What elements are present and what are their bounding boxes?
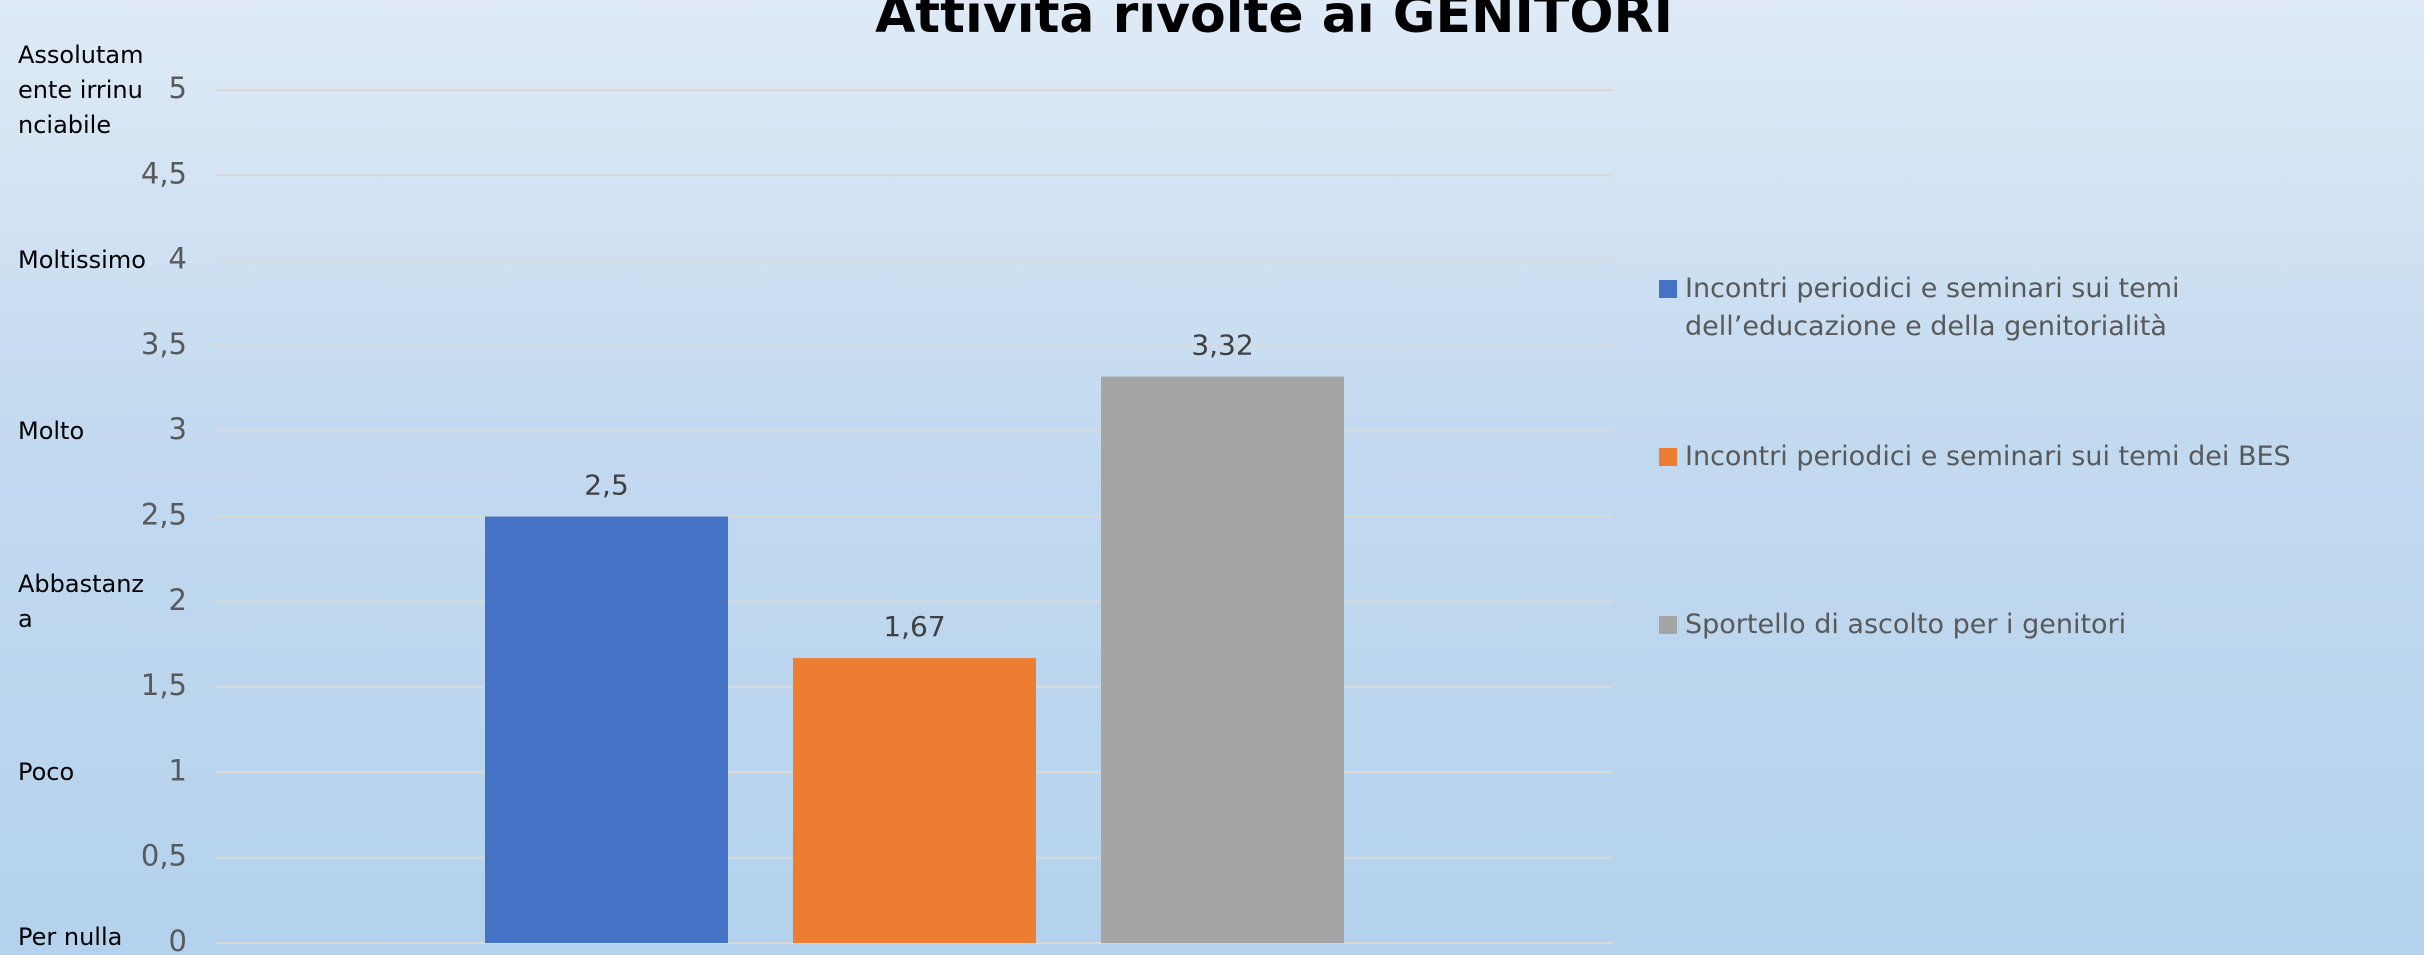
scale-label: Poco [18,757,75,786]
y-tick-label: 4 [169,242,187,276]
y-tick-label: 2 [169,583,187,617]
bar [485,516,728,943]
legend-swatch [1659,616,1677,634]
legend-item: Incontri periodici e seminari sui temi d… [1659,438,2399,476]
legend-swatch [1659,280,1677,298]
legend-swatch [1659,448,1677,466]
legend-label: Incontri periodici e seminari sui temi d… [1685,273,2180,342]
data-label: 3,32 [1191,329,1253,362]
y-tick-label: 0 [169,924,187,955]
scale-label: Molto [18,416,85,445]
scale-label: Moltissimo [18,246,146,275]
y-tick-label: 0,5 [141,839,187,873]
data-label: 1,67 [883,610,945,643]
y-tick-label: 5 [169,71,187,105]
y-tick-label: 3,5 [141,327,187,361]
y-tick-label: 4,5 [141,156,187,190]
y-tick-label: 3 [169,412,187,446]
y-tick-label: 2,5 [141,498,187,532]
data-label: 2,5 [584,469,629,502]
chart-title: Attività rivolte ai GENITORI [875,0,1673,45]
legend-label: Sportello di ascolto per i genitori [1685,609,2127,640]
scale-label: Per nulla [18,923,123,951]
legend-item: Sportello di ascolto per i genitori [1659,606,2399,644]
y-tick-label: 1 [169,753,187,787]
bar [793,658,1036,943]
legend-item: Incontri periodici e seminari sui temi d… [1659,270,2399,346]
scale-label: Assolutamente irrinunciabile [18,40,144,139]
legend-label: Incontri periodici e seminari sui temi d… [1685,441,2291,472]
y-tick-label: 1,5 [141,668,187,702]
bar [1101,376,1344,943]
scale-label: Abbastanza [18,569,145,633]
